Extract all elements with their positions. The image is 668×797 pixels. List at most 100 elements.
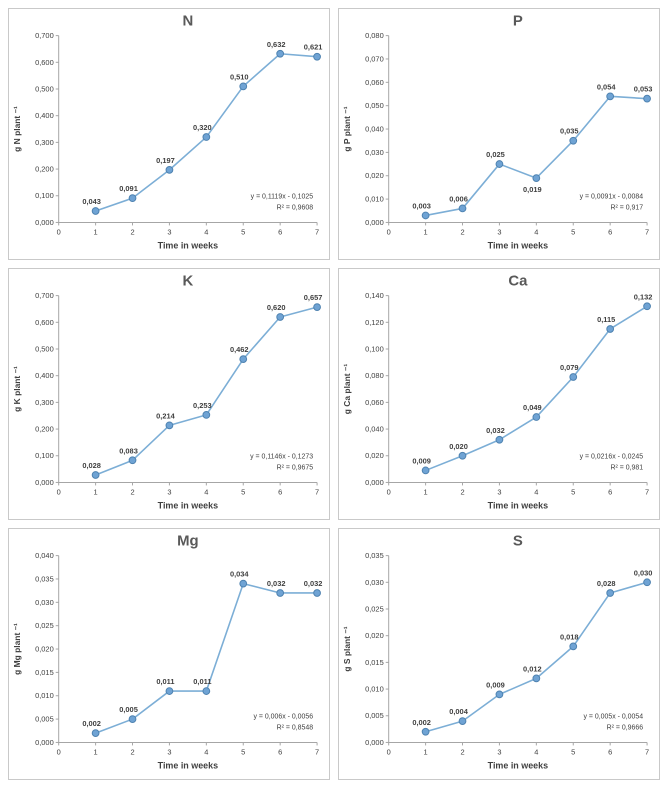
data-point <box>165 421 174 430</box>
y-tick-label: 0,060 <box>365 78 384 87</box>
data-label: 0,079 <box>560 363 579 372</box>
data-point <box>495 435 504 444</box>
y-tick-label: 0,000 <box>35 478 54 487</box>
chart-potassium: K 0,000 0,100 0,200 0,300 0,400 0,500 0,600 0,70… <box>12 274 322 511</box>
panel-nitrogen: N 0,000 0,100 0,200 0,300 0,400 0,500 0,600 0,70… <box>8 8 330 260</box>
r-squared: R² = 0,8548 <box>277 725 314 732</box>
data-point <box>91 729 100 737</box>
data-label: 0,025 <box>486 150 505 159</box>
data-label: 0,043 <box>82 197 101 206</box>
data-label: 0,054 <box>597 82 616 91</box>
y-tick-label: 0,080 <box>365 31 384 40</box>
y-tick-label: 0,000 <box>365 218 384 227</box>
data-label: 0,003 <box>412 201 431 210</box>
y-tick-label: 0,030 <box>365 578 384 587</box>
data-point <box>458 717 467 725</box>
trend-equation: y = 0,006x - 0,0056 <box>254 714 314 721</box>
y-tick-label: 0,700 <box>35 291 54 300</box>
r-squared: R² = 0,9666 <box>607 725 644 732</box>
x-tick-label: 0 <box>387 487 391 496</box>
data-label: 0,214 <box>156 411 175 420</box>
r-squared: R² = 0,9675 <box>277 465 314 472</box>
panel-calcium: Ca 0,000 0,020 0,040 0,060 0,080 0,100 0,120 0,1… <box>338 268 660 520</box>
x-axis-label: Time in weeks <box>158 240 218 250</box>
y-tick-label: 0,600 <box>35 318 54 327</box>
x-axis-label: Time in weeks <box>158 760 218 770</box>
data-label: 0,028 <box>597 579 616 588</box>
x-tick-label: 6 <box>278 227 282 236</box>
x-tick-label: 0 <box>57 747 61 756</box>
data-label: 0,034 <box>230 570 249 579</box>
trend-equation: y = 0,005x - 0,0054 <box>584 714 644 721</box>
data-point <box>276 313 285 321</box>
x-tick-label: 1 <box>424 227 428 236</box>
x-tick-label: 4 <box>204 747 208 756</box>
data-point <box>276 589 285 597</box>
y-axis-label: g P plant ⁻¹ <box>342 106 352 151</box>
data-label: 0,032 <box>304 579 323 588</box>
x-tick-label: 5 <box>571 487 575 496</box>
y-tick-label: 0,015 <box>35 668 54 677</box>
data-label: 0,011 <box>156 677 174 686</box>
y-tick-label: 0,030 <box>365 148 384 157</box>
data-label: 0,083 <box>119 446 138 455</box>
chart-phosphorus: P 0,000 0,010 0,020 0,030 0,040 0,050 0,060 0,07… <box>342 14 652 251</box>
x-tick-label: 7 <box>645 747 649 756</box>
y-tick-label: 0,025 <box>35 621 54 630</box>
y-tick-label: 0,700 <box>35 31 54 40</box>
x-tick-label: 7 <box>315 747 319 756</box>
trend-equation: y = 0,0216x - 0,0245 <box>580 454 644 461</box>
r-squared: R² = 0,9608 <box>277 205 314 212</box>
x-tick-label: 0 <box>387 747 391 756</box>
data-point <box>569 642 578 651</box>
y-axis-label: g S plant ⁻¹ <box>342 626 352 671</box>
x-tick-label: 2 <box>130 487 134 496</box>
y-tick-label: 0,100 <box>365 344 384 353</box>
data-label: 0,132 <box>634 292 653 301</box>
y-tick-label: 0,000 <box>365 738 384 747</box>
data-point <box>165 687 174 695</box>
data-point <box>569 136 578 145</box>
data-point <box>239 82 248 91</box>
y-tick-label: 0,100 <box>35 191 54 200</box>
data-label: 0,091 <box>119 184 138 193</box>
y-tick-label: 0,300 <box>35 398 54 407</box>
data-label: 0,005 <box>119 705 138 714</box>
data-point <box>276 49 285 58</box>
data-label: 0,019 <box>523 185 542 194</box>
data-point <box>643 302 651 311</box>
data-point <box>421 727 430 736</box>
trend-equation: y = 0,0091x - 0,0084 <box>580 194 644 201</box>
x-tick-label: 0 <box>57 227 61 236</box>
data-point <box>643 94 651 103</box>
data-label: 0,032 <box>267 579 286 588</box>
data-point <box>91 207 100 215</box>
trend-equation: y = 0,1119x - 0,1025 <box>251 194 314 201</box>
data-point <box>165 165 174 174</box>
panel-sulfur: S 0,000 0,005 0,010 0,015 0,020 0,025 0,030 0,03… <box>338 528 660 780</box>
chart-sulfur: S 0,000 0,005 0,010 0,015 0,020 0,025 0,030 0,03… <box>342 534 652 771</box>
x-tick-label: 6 <box>608 227 612 236</box>
data-point <box>495 160 504 168</box>
data-label: 0,032 <box>486 426 505 435</box>
data-label: 0,011 <box>193 677 211 686</box>
x-tick-label: 1 <box>424 487 428 496</box>
y-tick-label: 0,040 <box>365 425 384 434</box>
y-tick-label: 0,080 <box>365 371 384 380</box>
x-tick-label: 5 <box>241 227 245 236</box>
y-tick-label: 0,010 <box>35 691 54 700</box>
chart-title: K <box>182 274 193 290</box>
data-point <box>313 303 321 311</box>
data-label: 0,462 <box>230 345 249 354</box>
x-tick-label: 2 <box>460 487 464 496</box>
x-tick-label: 3 <box>167 227 171 236</box>
y-tick-label: 0,000 <box>365 478 384 487</box>
y-tick-label: 0,020 <box>35 645 54 654</box>
data-point <box>532 413 541 421</box>
panel-magnesium: Mg 0,000 0,005 0,010 0,015 0,020 0,025 0,030 0,0… <box>8 528 330 780</box>
y-tick-label: 0,140 <box>365 291 384 300</box>
x-tick-label: 1 <box>94 487 98 496</box>
x-tick-label: 7 <box>315 227 319 236</box>
x-tick-label: 4 <box>534 227 538 236</box>
x-tick-label: 2 <box>130 747 134 756</box>
